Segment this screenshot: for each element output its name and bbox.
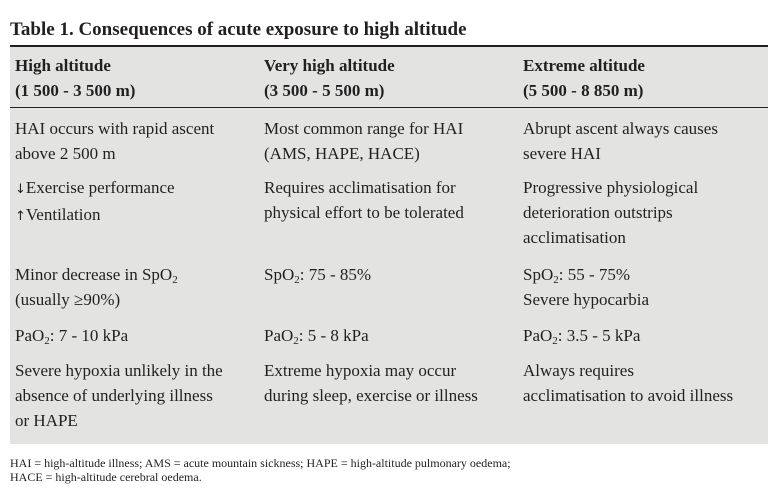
table-header: High altitude (1 500 - 3 500 m) Very hig… [10,47,768,107]
cell-line: acclimatisation to avoid illness [523,386,734,405]
header-range: (5 500 - 8 850 m) [523,81,644,100]
cell-text: SpO [523,265,554,284]
cell-text: : 7 - 10 kPa [49,326,129,345]
footnote-line: HAI = high-altitude illness; AMS = acute… [10,456,511,470]
table-cell: ↓Exercise performance ↑Ventilation [15,175,175,229]
table-footnote: HAI = high-altitude illness; AMS = acute… [10,456,511,484]
cell-text: PaO [264,326,294,345]
table-cell: PaO2: 3.5 - 5 kPa [523,323,640,348]
table-cell: Abrupt ascent always causes severe HAI [523,116,718,166]
cell-text: PaO [523,326,553,345]
table-cell: PaO2: 7 - 10 kPa [15,323,128,348]
title-rule [10,45,768,47]
cell-line: Progressive physiological [523,178,699,197]
table-cell: Always requires acclimatisation to avoid… [523,358,733,408]
cell-line: Always requires [523,361,634,380]
subscript: 2 [172,274,178,286]
table-cell: Requires acclimatisation for physical ef… [264,175,464,225]
cell-line: ↓Exercise performance [15,175,175,202]
cell-text: : 3.5 - 5 kPa [557,326,641,345]
table-cell: Severe hypoxia unlikely in the absence o… [15,358,223,433]
cell-line: Most common range for HAI [264,119,464,138]
cell-line: Requires acclimatisation for [264,178,456,197]
cell-text: SpO [264,265,295,284]
header-name: High altitude [15,56,111,75]
cell-line: (AMS, HAPE, HACE) [264,144,420,163]
cell-text: : 5 - 8 kPa [298,326,369,345]
cell-line: during sleep, exercise or illness [264,386,478,405]
header-rule [10,107,768,108]
cell-line: above 2 500 m [15,144,116,163]
cell-line: ↑Ventilation [15,202,175,229]
cell-line: SpO2: 75 - 85% [264,262,371,287]
table-cell: Progressive physiological deterioration … [523,175,698,250]
cell-line: Minor decrease in SpO2 [15,262,178,287]
table-cell: Minor decrease in SpO2 (usually ≥90%) [15,262,178,312]
cell-text: : 55 - 75% [558,265,631,284]
header-range: (1 500 - 3 500 m) [15,81,136,100]
table-cell: HAI occurs with rapid ascent above 2 500… [15,116,214,166]
cell-line: Severe hypocarbia [523,290,650,309]
header-range: (3 500 - 5 500 m) [264,81,385,100]
cell-text: Exercise performance [25,178,175,197]
cell-line: SpO2: 55 - 75% [523,262,649,287]
subscript: 2 [552,335,558,347]
cell-text: PaO [15,326,45,345]
cell-line: HAI occurs with rapid ascent [15,119,215,138]
subscript: 2 [44,335,50,347]
cell-text: : 75 - 85% [299,265,372,284]
consequences-table: High altitude (1 500 - 3 500 m) Very hig… [10,47,768,444]
subscript: 2 [293,335,299,347]
cell-text: Minor decrease in SpO [15,265,173,284]
cell-line: severe HAI [523,144,601,163]
table-cell: SpO2: 55 - 75% Severe hypocarbia [523,262,649,312]
header-high-altitude: High altitude (1 500 - 3 500 m) [15,53,135,103]
arrow-down-icon: ↓ [15,182,26,197]
table-cell: Most common range for HAI (AMS, HAPE, HA… [264,116,463,166]
table-title: Table 1. Consequences of acute exposure … [10,19,467,40]
cell-line: PaO2: 5 - 8 kPa [264,323,369,348]
subscript: 2 [553,274,559,286]
table-cell: PaO2: 5 - 8 kPa [264,323,369,348]
cell-line: Abrupt ascent always causes [523,119,718,138]
table-cell: SpO2: 75 - 85% [264,262,371,287]
subscript: 2 [294,274,300,286]
cell-line: deterioration outstrips [523,203,673,222]
cell-line: (usually ≥90%) [15,290,121,309]
cell-line: physical effort to be tolerated [264,203,464,222]
cell-line: PaO2: 3.5 - 5 kPa [523,323,640,348]
header-extreme-altitude: Extreme altitude (5 500 - 8 850 m) [523,53,645,103]
cell-line: absence of underlying illness [15,386,213,405]
cell-line: or HAPE [15,411,78,430]
arrow-up-icon: ↑ [15,209,26,224]
cell-line: acclimatisation [523,228,626,247]
header-very-high-altitude: Very high altitude (3 500 - 5 500 m) [264,53,395,103]
table-cell: Extreme hypoxia may occur during sleep, … [264,358,478,408]
footnote-line: HACE = high-altitude cerebral oedema. [10,470,202,484]
header-name: Very high altitude [264,56,395,75]
cell-line: PaO2: 7 - 10 kPa [15,323,128,348]
cell-line: Severe hypoxia unlikely in the [15,361,223,380]
cell-line: Extreme hypoxia may occur [264,361,457,380]
header-name: Extreme altitude [523,56,645,75]
cell-text: Ventilation [25,205,101,224]
